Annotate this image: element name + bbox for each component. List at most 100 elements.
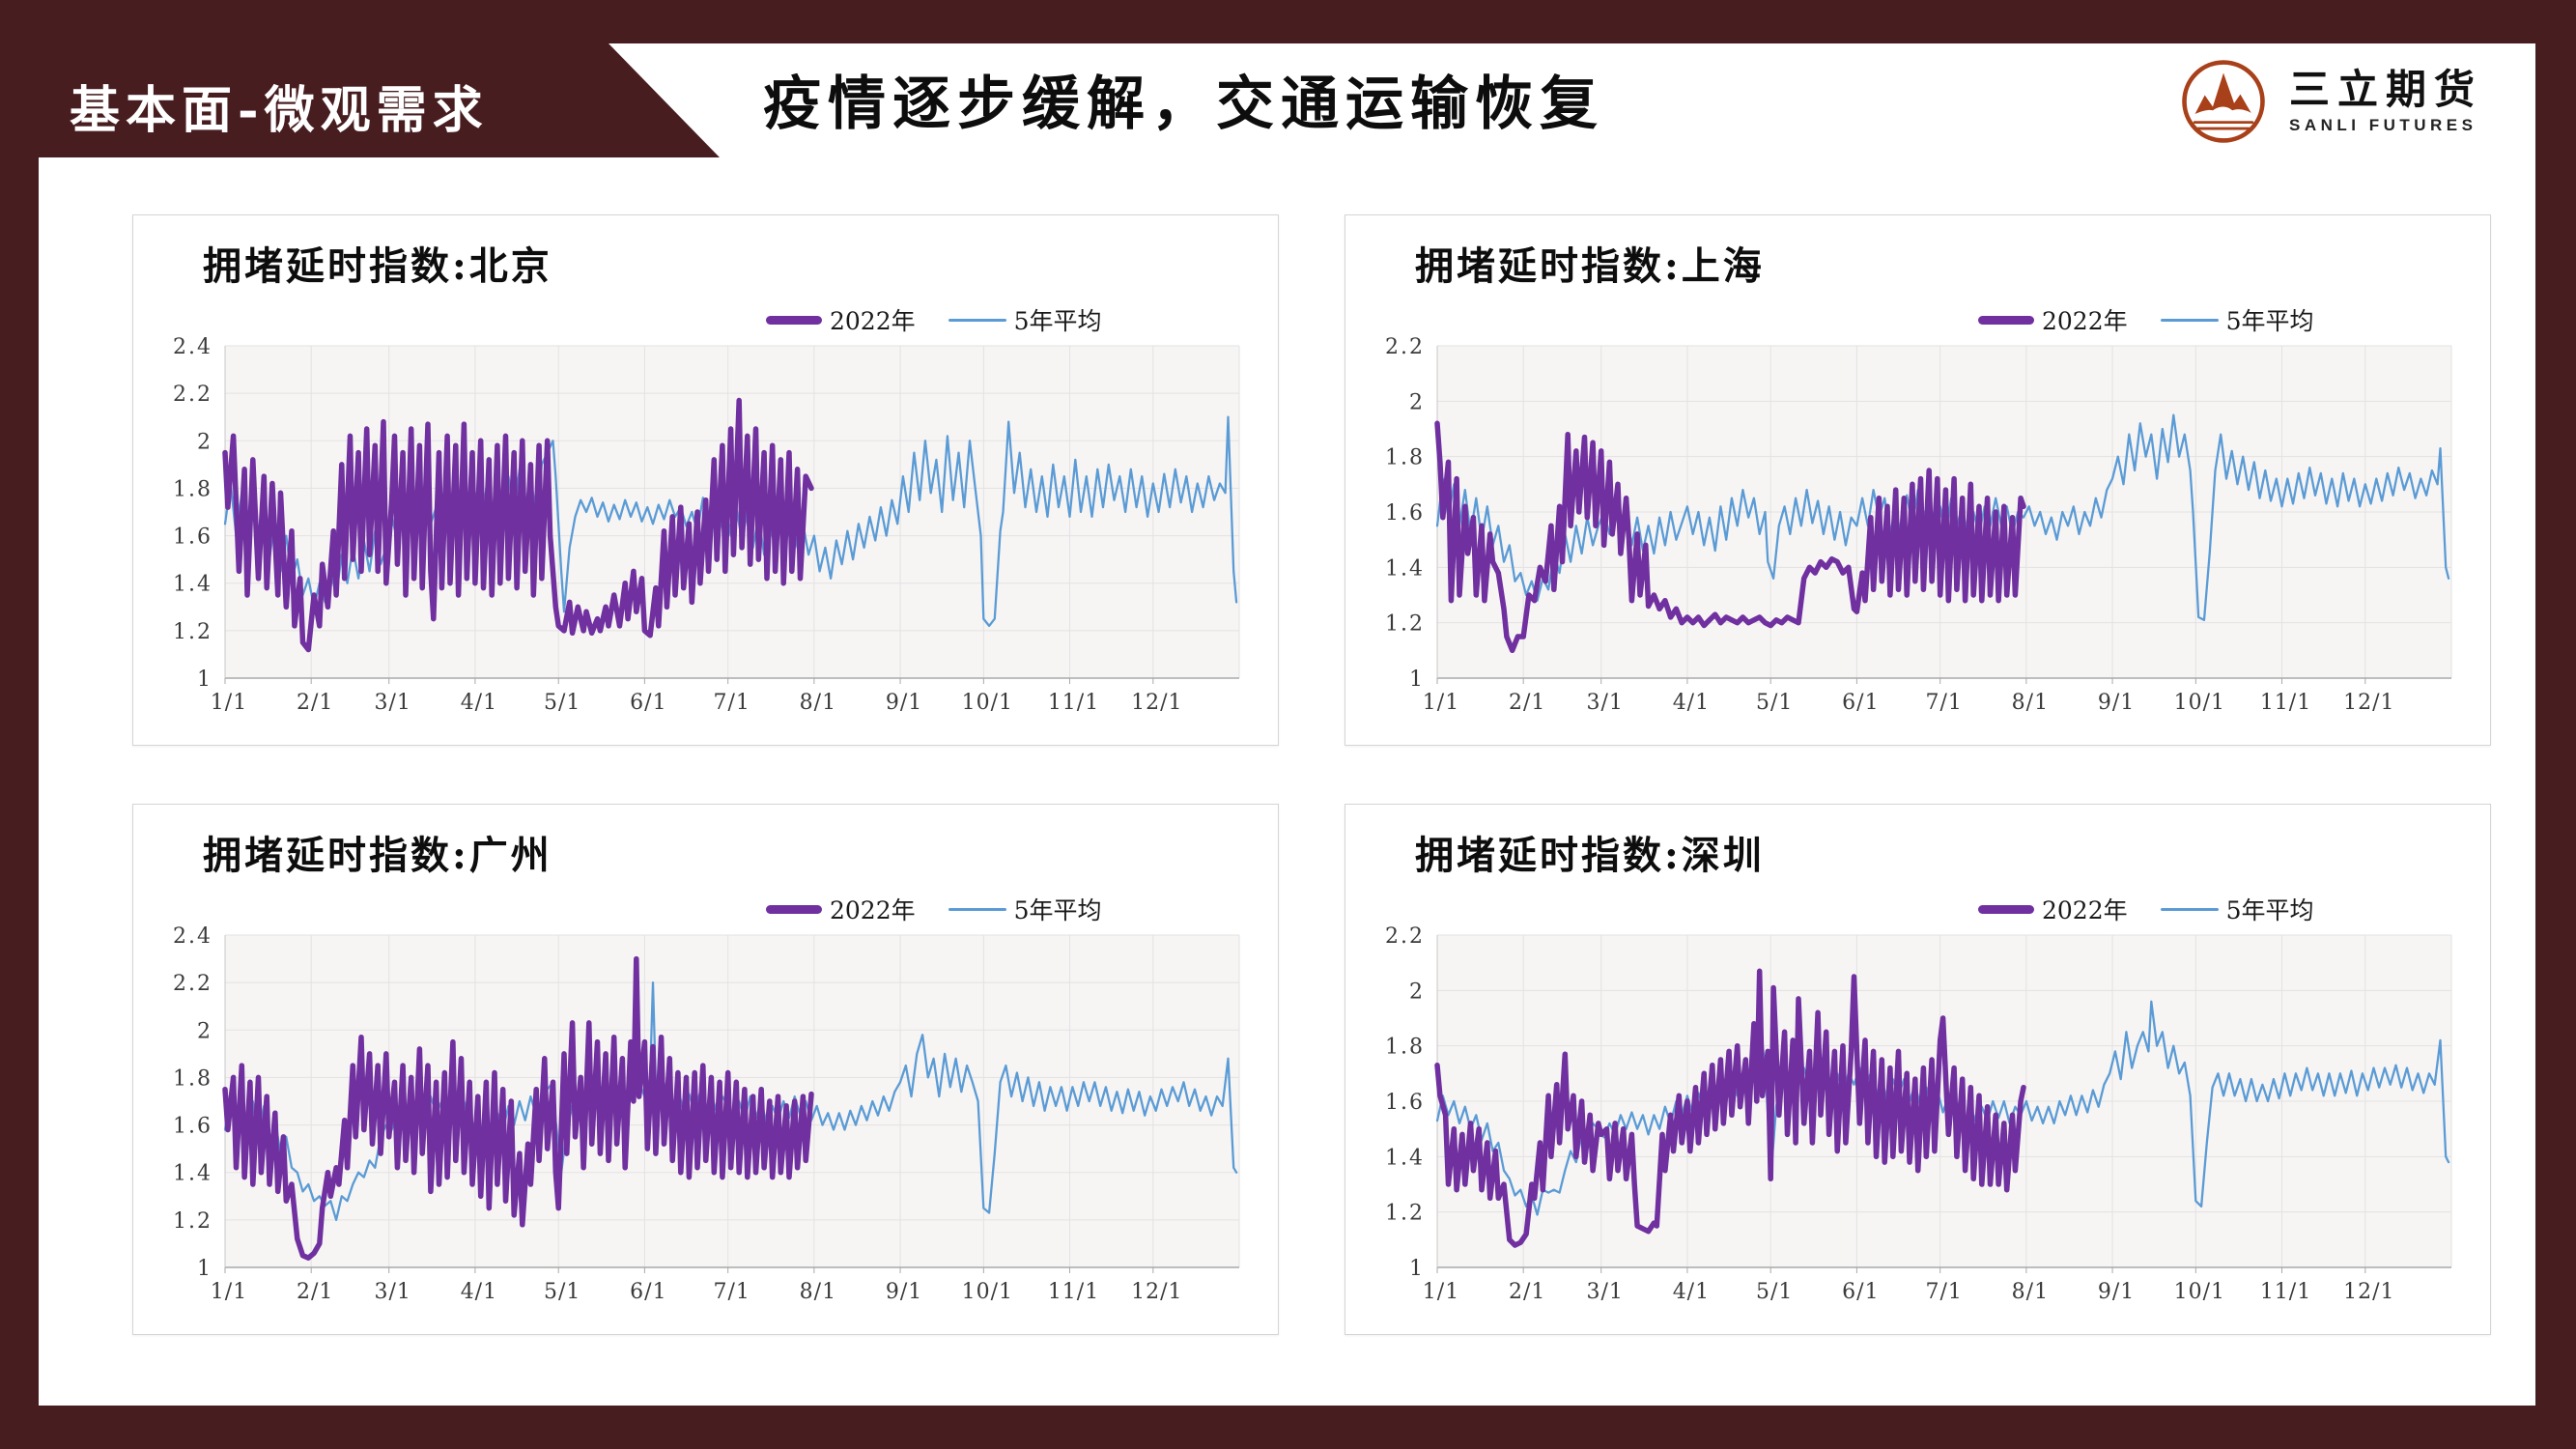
svg-text:2/1: 2/1 [1509, 691, 1545, 715]
svg-text:7/1: 7/1 [713, 1280, 750, 1304]
section-label: 基本面-微观需求 [70, 81, 489, 140]
svg-text:12/1: 12/1 [1131, 691, 1182, 715]
line-chart-shenzhen: 2.2 2 1.8 1.6 1.4 1.2 11/1 2/1 3/1 4/1 5/1 6/1 7/1 8/… [1385, 924, 2452, 1304]
svg-text:7/1: 7/1 [713, 691, 750, 715]
svg-text:11/1: 11/1 [1048, 691, 1099, 715]
svg-text:5/1: 5/1 [544, 1280, 580, 1304]
chart-legend: 2022年 5年平均 [766, 892, 1102, 926]
legend-item-5yr-avg: 5年平均 [948, 302, 1102, 337]
chart-legend: 2022年 5年平均 [766, 302, 1102, 337]
legend-swatch-5yr-avg [948, 318, 1006, 322]
svg-text:10/1: 10/1 [2174, 691, 2225, 715]
svg-text:4/1: 4/1 [461, 1280, 497, 1304]
svg-text:1/1: 1/1 [1423, 1280, 1459, 1304]
svg-text:7/1: 7/1 [1925, 691, 1962, 715]
svg-text:8/1: 8/1 [2012, 1280, 2049, 1304]
legend-swatch-2022 [1978, 904, 2034, 914]
svg-text:1.4: 1.4 [1385, 1146, 1425, 1170]
svg-text:11/1: 11/1 [2260, 691, 2311, 715]
svg-text:3/1: 3/1 [375, 1280, 411, 1304]
legend-item-2022: 2022年 [1978, 892, 2128, 926]
svg-text:11/1: 11/1 [2260, 1280, 2311, 1304]
svg-text:2: 2 [1409, 980, 1425, 1004]
svg-text:10/1: 10/1 [962, 1280, 1013, 1304]
legend-label-2022: 2022年 [2042, 307, 2128, 335]
header-band: 基本面-微观需求 疫情逐步缓解，交通运输恢复 三立期货 SANLI FUTURE… [0, 0, 2576, 157]
legend-label-5yr-avg: 5年平均 [2225, 896, 2314, 924]
svg-text:4/1: 4/1 [1673, 1280, 1710, 1304]
chart-title-beijing: 拥堵延时指数:北京 [203, 243, 552, 289]
svg-text:8/1: 8/1 [2012, 691, 2049, 715]
svg-text:1.6: 1.6 [1385, 501, 1425, 526]
chart-title-shanghai: 拥堵延时指数:上海 [1415, 243, 1765, 289]
svg-text:1.8: 1.8 [173, 1066, 212, 1091]
svg-text:5/1: 5/1 [1756, 1280, 1793, 1304]
logo-name: 三立期货 [2288, 65, 2482, 113]
svg-text:1.8: 1.8 [1385, 1036, 1425, 1060]
svg-text:2.2: 2.2 [173, 972, 212, 996]
legend-item-5yr-avg: 5年平均 [2160, 302, 2314, 337]
svg-text:6/1: 6/1 [1842, 1280, 1879, 1304]
line-chart-guangzhou: 2.4 2.2 2 1.8 1.6 1.4 1.2 11/1 2/1 3/1 4/1 5/1 6/1 7/… [173, 924, 1240, 1304]
svg-text:1.4: 1.4 [173, 1162, 212, 1186]
svg-text:7/1: 7/1 [1925, 1280, 1962, 1304]
svg-text:3/1: 3/1 [1587, 691, 1624, 715]
svg-text:9/1: 9/1 [886, 1280, 922, 1304]
chart-legend: 2022年 5年平均 [1978, 302, 2314, 337]
svg-text:2.4: 2.4 [173, 924, 212, 949]
svg-text:1.4: 1.4 [173, 573, 212, 597]
legend-item-2022: 2022年 [1978, 302, 2128, 337]
chart-panel-shanghai: 拥堵延时指数:上海 2022年 5年平均 2.2 2 1.8 1.6 1.4 1.2 1 1/… [1345, 214, 2491, 746]
slide-content: 拥堵延时指数:北京 2022年 5年平均 2.4 2.2 2 1.8 1.6 1.4 1.2… [39, 157, 2535, 1406]
svg-text:1/1: 1/1 [211, 691, 247, 715]
svg-text:1.8: 1.8 [1385, 446, 1425, 470]
svg-text:2: 2 [197, 430, 212, 454]
svg-text:1.2: 1.2 [173, 1209, 212, 1234]
svg-text:12/1: 12/1 [1131, 1280, 1182, 1304]
svg-text:2.2: 2.2 [173, 383, 212, 407]
svg-text:12/1: 12/1 [2343, 691, 2394, 715]
svg-text:1.2: 1.2 [173, 620, 212, 644]
svg-text:3/1: 3/1 [1587, 1280, 1624, 1304]
svg-text:6/1: 6/1 [1842, 691, 1879, 715]
legend-swatch-2022 [1978, 315, 2034, 325]
chart-panel-beijing: 拥堵延时指数:北京 2022年 5年平均 2.4 2.2 2 1.8 1.6 1.4 1.2… [132, 214, 1279, 746]
svg-text:1.6: 1.6 [173, 526, 212, 550]
svg-text:1.6: 1.6 [1385, 1091, 1425, 1115]
legend-label-5yr-avg: 5年平均 [1013, 896, 1102, 924]
legend-item-2022: 2022年 [766, 892, 916, 926]
svg-text:2: 2 [1409, 390, 1425, 414]
svg-text:1.2: 1.2 [1385, 1202, 1425, 1226]
legend-swatch-2022 [766, 904, 822, 914]
svg-text:11/1: 11/1 [1048, 1280, 1099, 1304]
title-band: 疫情逐步缓解，交通运输恢复 三立期货 SANLI FUTURES [609, 43, 2535, 157]
svg-text:2/1: 2/1 [1509, 1280, 1545, 1304]
svg-text:2.4: 2.4 [173, 335, 212, 359]
legend-label-5yr-avg: 5年平均 [2225, 307, 2314, 335]
svg-text:2/1: 2/1 [297, 1280, 333, 1304]
legend-item-5yr-avg: 5年平均 [948, 892, 1102, 926]
legend-label-2022: 2022年 [830, 307, 916, 335]
svg-text:1: 1 [197, 668, 212, 692]
mountain-logo-icon [2182, 60, 2265, 143]
svg-text:5/1: 5/1 [544, 691, 580, 715]
svg-text:12/1: 12/1 [2343, 1280, 2394, 1304]
svg-text:10/1: 10/1 [962, 691, 1013, 715]
legend-item-5yr-avg: 5年平均 [2160, 892, 2314, 926]
svg-text:1: 1 [197, 1257, 212, 1281]
svg-text:1.6: 1.6 [173, 1115, 212, 1139]
svg-text:5/1: 5/1 [1756, 691, 1793, 715]
chart-legend: 2022年 5年平均 [1978, 892, 2314, 926]
legend-label-2022: 2022年 [2042, 896, 2128, 924]
svg-text:4/1: 4/1 [1673, 691, 1710, 715]
legend-swatch-5yr-avg [2160, 318, 2219, 322]
svg-text:4/1: 4/1 [461, 691, 497, 715]
legend-swatch-5yr-avg [948, 907, 1006, 911]
svg-text:1/1: 1/1 [1423, 691, 1459, 715]
svg-text:1.2: 1.2 [1385, 612, 1425, 637]
legend-item-2022: 2022年 [766, 302, 916, 337]
line-chart-beijing: 2.4 2.2 2 1.8 1.6 1.4 1.2 11/1 2/1 3/1 4/1 5/1 6/1 7/… [173, 335, 1240, 715]
legend-label-2022: 2022年 [830, 896, 916, 924]
svg-text:1.4: 1.4 [1385, 556, 1425, 581]
svg-text:1: 1 [1409, 1257, 1425, 1281]
